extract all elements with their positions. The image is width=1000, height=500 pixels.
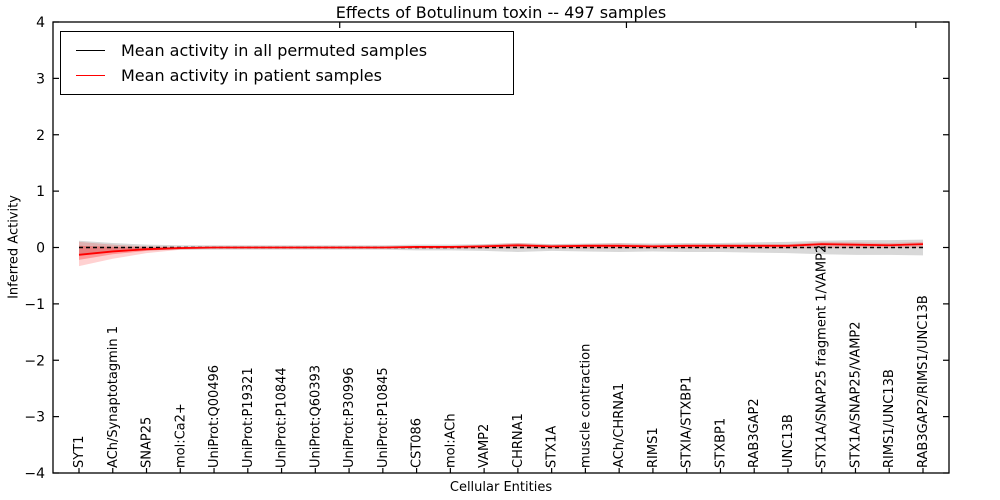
y-tick-label: 2: [36, 128, 45, 144]
x-tick-label: UNC13B: [781, 414, 796, 468]
x-tick-label: SYT1: [72, 436, 87, 468]
x-tick-label: RAB3GAP2/RIMS1/UNC13B: [916, 295, 931, 468]
y-tick-label: 3: [36, 71, 45, 87]
x-tick-label: RIMS1: [646, 427, 661, 468]
x-tick-label: UniProt:Q60393: [308, 365, 323, 468]
x-tick-label: ACh/Synaptotagmin 1: [106, 326, 121, 468]
x-tick-label: STXBP1: [713, 418, 728, 468]
legend-item-patient: Mean activity in patient samples: [61, 66, 513, 85]
x-tick-label: STX1A/SNAP25/VAMP2: [848, 321, 863, 468]
legend: Mean activity in all permuted samples Me…: [60, 31, 514, 95]
chart-title: Effects of Botulinum toxin -- 497 sample…: [335, 3, 667, 22]
x-tick-label: STX1A: [545, 426, 560, 468]
x-tick-label: mol:ACh: [443, 413, 458, 468]
y-tick-label: 1: [36, 184, 45, 200]
x-tick-label: mol:Ca2+: [173, 403, 188, 468]
legend-label-patient: Mean activity in patient samples: [121, 66, 382, 86]
x-tick-label: UniProt:Q00496: [207, 365, 222, 468]
series-line-patient: [78, 243, 924, 256]
y-tick-label: −1: [24, 297, 45, 313]
x-tick-label: RIMS1/UNC13B: [882, 369, 897, 468]
y-tick-label: 4: [36, 15, 45, 31]
x-tick-label: UniProt:P10845: [376, 367, 391, 468]
x-tick-label: VAMP2: [477, 424, 492, 468]
legend-label-permuted: Mean activity in all permuted samples: [121, 40, 428, 60]
x-tick-label: UniProt:P10844: [275, 367, 290, 468]
y-tick-label: 0: [36, 241, 45, 257]
x-tick-label: RAB3GAP2: [747, 398, 762, 468]
legend-line-swatch-patient: [76, 75, 105, 77]
x-tick-label: UniProt:P30996: [342, 367, 357, 468]
x-tick-label: ACh/CHRNA1: [612, 383, 627, 468]
x-tick-label: CST086: [410, 418, 425, 468]
x-tick-label: STX1A/SNAP25 fragment 1/VAMP2: [815, 245, 830, 468]
y-tick-label: −2: [24, 353, 45, 369]
x-tick-label: muscle contraction: [578, 344, 593, 468]
y-axis-label: Inferred Activity: [6, 195, 22, 299]
y-tick-label: −3: [24, 410, 45, 426]
legend-line-swatch-permuted: [76, 49, 105, 51]
x-axis-label: Cellular Entities: [449, 480, 553, 495]
y-tick-label: −4: [24, 466, 45, 482]
legend-item-permuted: Mean activity in all permuted samples: [61, 41, 513, 60]
x-tick-label: SNAP25: [140, 417, 155, 468]
x-tick-label: CHRNA1: [511, 413, 526, 468]
x-tick-label: STXIA/STXBP1: [680, 376, 695, 468]
x-tick-label: UniProt:P19321: [241, 367, 256, 468]
